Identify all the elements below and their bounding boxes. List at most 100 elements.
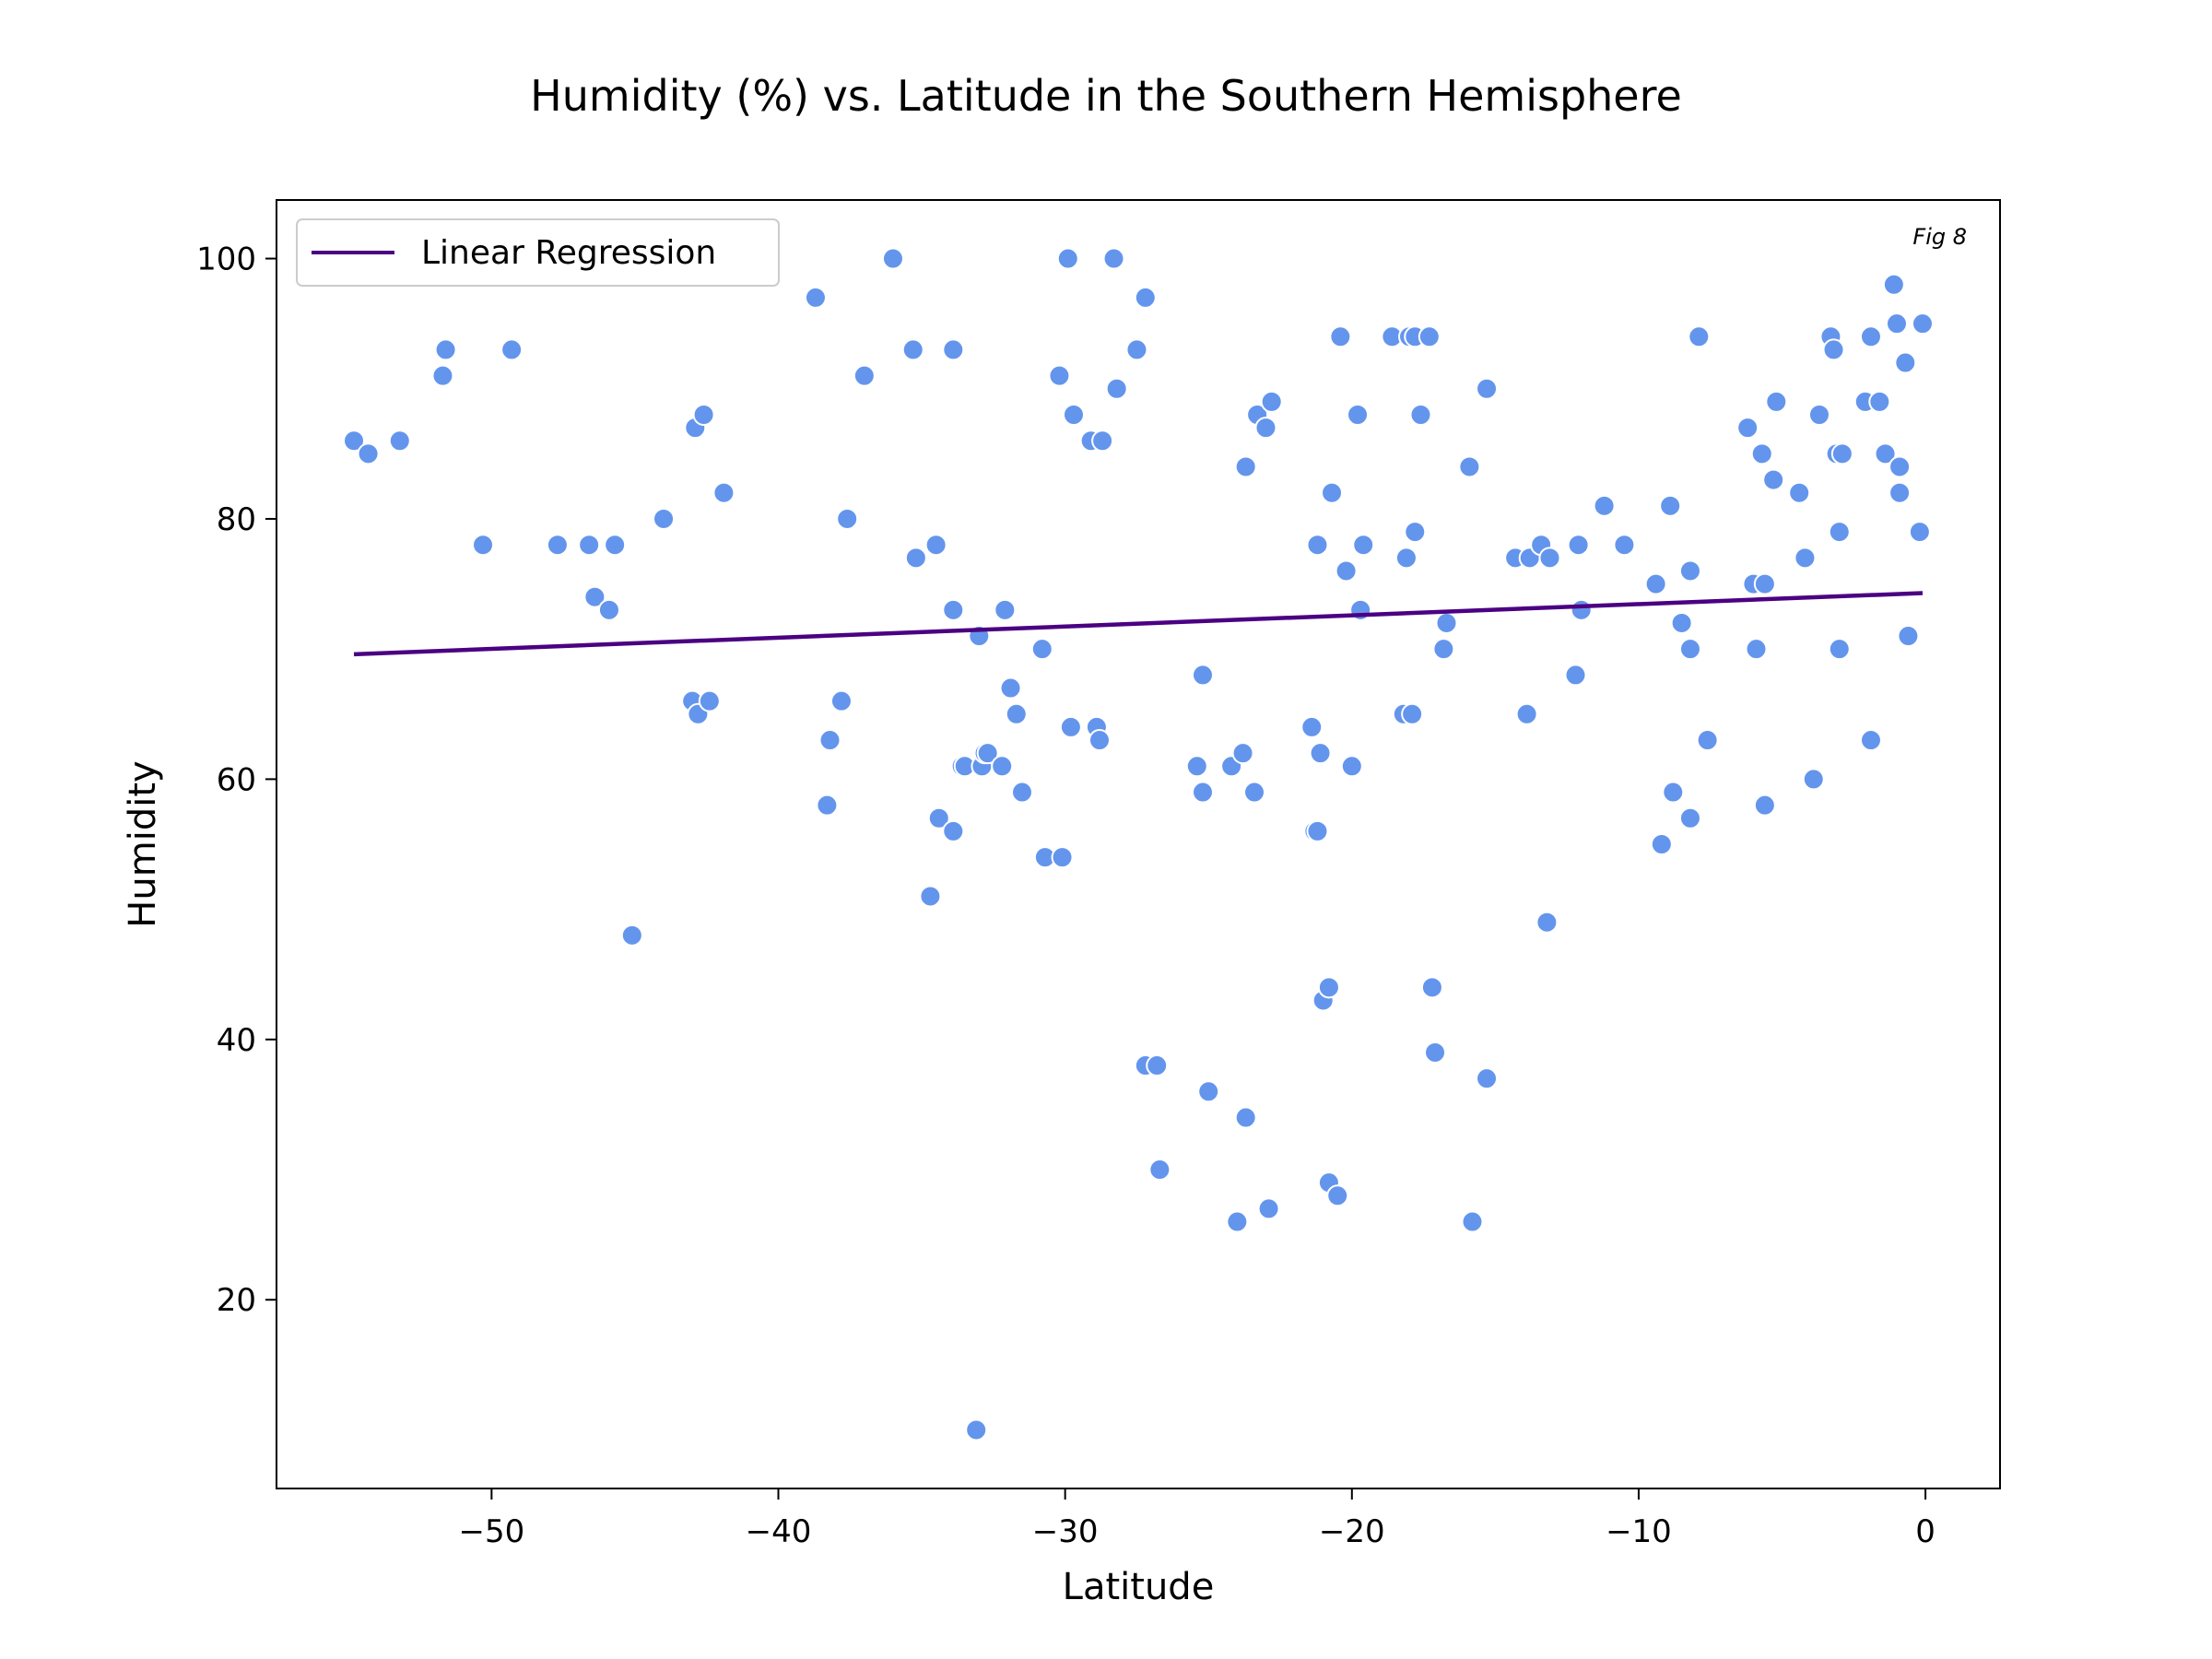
data-point	[1678, 559, 1701, 582]
x-tick-label: −40	[746, 1513, 812, 1550]
data-point	[1593, 494, 1616, 517]
data-point	[816, 794, 839, 817]
data-point	[1185, 755, 1208, 778]
data-point	[604, 534, 627, 557]
data-point	[1476, 1067, 1499, 1090]
data-point	[830, 689, 853, 712]
data-point	[999, 677, 1022, 700]
data-point	[1570, 598, 1593, 621]
data-point	[1197, 1080, 1220, 1103]
data-point	[976, 742, 999, 765]
data-point	[1538, 547, 1561, 570]
data-point	[1435, 611, 1458, 634]
data-point	[1347, 404, 1370, 426]
points-layer	[343, 247, 1934, 1441]
y-tick-label: 20	[217, 1282, 256, 1319]
data-point	[653, 507, 676, 530]
data-point	[1234, 455, 1257, 478]
y-tick-label: 100	[196, 241, 256, 278]
data-point	[1309, 742, 1332, 765]
data-point	[1794, 547, 1817, 570]
data-point	[1420, 976, 1443, 999]
chart-title: Humidity (%) vs. Latitude in the Souther…	[530, 71, 1682, 121]
data-point	[1859, 325, 1882, 348]
data-point	[991, 755, 1014, 778]
plot-frame	[276, 199, 2001, 1489]
data-point	[1662, 781, 1685, 804]
data-point	[1146, 1054, 1169, 1077]
data-point	[1659, 494, 1682, 517]
data-point	[1394, 547, 1418, 570]
data-point	[1243, 781, 1266, 804]
data-point	[1807, 404, 1830, 426]
data-point	[1894, 351, 1917, 374]
data-point	[853, 364, 876, 387]
data-point	[578, 534, 601, 557]
data-point	[1644, 572, 1667, 595]
data-point	[698, 689, 721, 712]
y-tick-label: 40	[217, 1022, 256, 1059]
data-point	[1306, 534, 1329, 557]
x-axis-label: Latitude	[1063, 1566, 1215, 1608]
data-point	[1105, 377, 1128, 400]
data-point	[1882, 273, 1905, 296]
data-point	[1564, 664, 1587, 687]
data-point	[1567, 534, 1590, 557]
data-point	[712, 481, 735, 504]
data-point	[1404, 521, 1427, 544]
data-point	[1822, 338, 1845, 361]
data-point	[1888, 455, 1912, 478]
figure-annotation: Fig 8	[1912, 224, 1967, 250]
data-point	[1335, 559, 1358, 582]
data-point	[1745, 638, 1768, 661]
data-point	[1401, 702, 1424, 725]
data-point	[1515, 702, 1538, 725]
x-axis: −50 −40 −30 −20 −10 0	[458, 1488, 1936, 1550]
data-point	[546, 534, 569, 557]
regression-layer	[353, 591, 1924, 657]
data-point	[1696, 729, 1719, 752]
y-axis: 20 40 60 80 100	[196, 241, 276, 1319]
data-point	[1432, 638, 1455, 661]
data-point	[836, 507, 859, 530]
data-point	[1409, 404, 1432, 426]
data-point	[343, 429, 366, 453]
data-point	[1300, 715, 1324, 738]
data-point	[1461, 1210, 1484, 1233]
data-point	[434, 338, 457, 361]
data-point	[1148, 1159, 1171, 1182]
data-point	[1897, 625, 1920, 648]
data-point	[1750, 442, 1773, 465]
data-point	[1317, 976, 1340, 999]
legend-label: Linear Regression	[421, 234, 716, 272]
data-point	[1352, 534, 1375, 557]
data-point	[1306, 819, 1329, 842]
x-tick-label: 0	[1915, 1513, 1936, 1550]
data-point	[1678, 806, 1701, 830]
data-point	[1091, 429, 1114, 453]
data-point	[620, 924, 643, 947]
data-point	[1788, 481, 1811, 504]
data-point	[1321, 481, 1344, 504]
data-point	[994, 598, 1017, 621]
legend: Linear Regression	[296, 218, 780, 287]
data-point	[1830, 442, 1853, 465]
data-point	[1613, 534, 1636, 557]
data-point	[1231, 742, 1254, 765]
data-point	[388, 429, 411, 453]
x-tick-label: −20	[1319, 1513, 1385, 1550]
data-point	[1048, 364, 1071, 387]
data-point	[1418, 325, 1441, 348]
data-point	[1908, 521, 1931, 544]
data-point	[1051, 846, 1074, 869]
data-point	[1911, 312, 1934, 335]
data-point	[1650, 833, 1673, 855]
y-tick-label: 80	[217, 501, 256, 538]
data-point	[1134, 286, 1157, 309]
data-point	[1329, 325, 1352, 348]
data-point	[1340, 755, 1363, 778]
data-point	[1059, 715, 1082, 738]
data-point	[1736, 417, 1759, 440]
y-tick-label: 60	[217, 761, 256, 798]
data-point	[965, 1418, 988, 1441]
